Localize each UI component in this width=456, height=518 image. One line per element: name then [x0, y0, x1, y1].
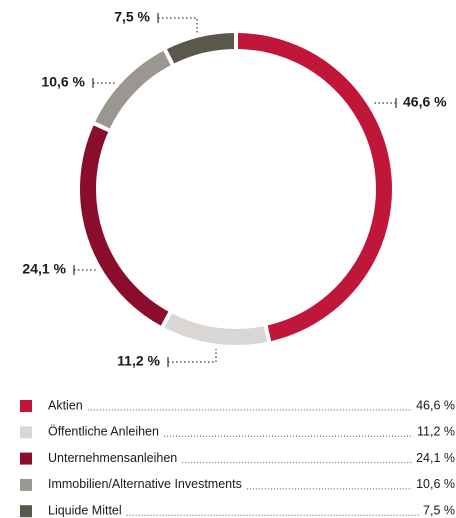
donut-segment	[234, 28, 396, 346]
leader-line	[158, 17, 198, 33]
data-label: 11,2 %	[117, 353, 160, 369]
leader-line	[168, 349, 217, 363]
legend-swatch	[20, 426, 32, 439]
data-label: 10,6 %	[41, 74, 85, 90]
legend-value: 10,6 %	[416, 477, 455, 491]
legend-swatch	[20, 478, 32, 491]
legend-label: Aktien	[48, 398, 83, 412]
donut-segment	[158, 308, 272, 349]
legend-swatch	[20, 452, 32, 465]
legend-swatch	[20, 505, 32, 518]
legend-label: Öffentliche Anleihen	[48, 425, 159, 439]
legend-value: 24,1 %	[416, 451, 455, 465]
legend-value: 7,5 %	[423, 503, 455, 517]
legend-label: Liquide Mittel	[48, 503, 122, 517]
legend-swatch	[20, 400, 32, 412]
legend-value: 46,6 %	[416, 398, 455, 412]
donut-segment	[161, 28, 238, 69]
donut-segment	[89, 45, 177, 134]
donut-segment	[76, 119, 174, 332]
data-label: 7,5 %	[114, 9, 150, 25]
legend-label: Unternehmensanleihen	[48, 451, 177, 465]
legend-label: Immobilien/Alternative Investments	[48, 477, 242, 491]
legend-value: 11,2 %	[417, 425, 455, 439]
data-label: 46,6 %	[403, 94, 447, 110]
data-label: 24,1 %	[22, 261, 66, 277]
